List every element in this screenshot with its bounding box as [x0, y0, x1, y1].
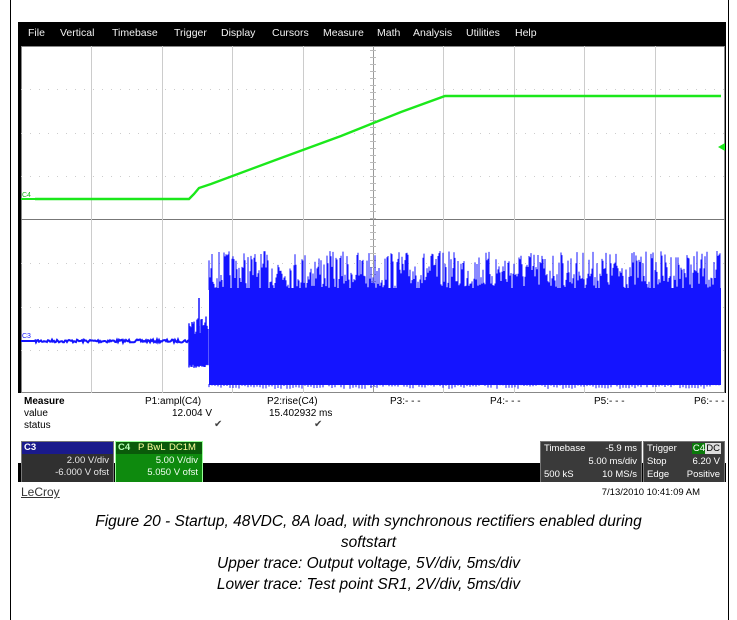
c3-box-label: C3	[24, 442, 37, 453]
menu-utilities[interactable]: Utilities	[466, 27, 500, 39]
timebase-rate: 10 MS/s	[602, 469, 637, 480]
menu-help[interactable]: Help	[515, 27, 537, 39]
timebase-samples: 500 kS	[544, 469, 574, 480]
menu-measure[interactable]: Measure	[323, 27, 364, 39]
menu-analysis[interactable]: Analysis	[413, 27, 453, 39]
c3-vdiv: 2.00 V/div	[66, 455, 109, 466]
p4-name[interactable]: P4:- - -	[490, 396, 521, 407]
p2-name[interactable]: P2:rise(C4)	[267, 396, 318, 407]
menu-bar: File Vertical Timebase Trigger Display C…	[18, 22, 726, 46]
lower-trace	[34, 251, 721, 389]
timebase-tdiv: 5.00 ms/div	[588, 456, 637, 467]
trigger-title: Trigger	[647, 443, 677, 454]
c4-offset: 5.050 V ofst	[147, 467, 198, 478]
p2-status-check-icon: ✔	[314, 419, 323, 430]
p3-name[interactable]: P3:- - -	[390, 396, 421, 407]
timebase-box[interactable]: Timebase -5.9 ms 5.00 ms/div 500 kS 10 M…	[540, 441, 642, 484]
timestamp: 7/13/2010 10:41:09 AM	[601, 487, 700, 498]
c3-offset: -6.000 V ofst	[55, 467, 109, 478]
menu-timebase[interactable]: Timebase	[112, 27, 158, 39]
menu-file[interactable]: File	[28, 27, 45, 39]
p5-name[interactable]: P5:- - -	[594, 396, 625, 407]
p1-value: 12.004 V	[172, 408, 213, 419]
trigger-type: Edge	[647, 469, 670, 480]
caption-line-1: Figure 20 - Startup, 48VDC, 8A load, wit…	[95, 513, 642, 530]
waveform-display[interactable]: C4 C3	[21, 46, 725, 393]
p6-name[interactable]: P6:- - -	[694, 396, 725, 407]
trigger-level: 6.20 V	[692, 456, 720, 467]
caption-line-4: Lower trace: Test point SR1, 2V/div, 5ms…	[216, 576, 521, 593]
status-strip: LeCroy 7/13/2010 10:41:09 AM	[18, 482, 726, 504]
caption-line-2: softstart	[340, 534, 397, 551]
c3-box-header	[22, 442, 113, 454]
c4-box-label: C4	[118, 442, 131, 453]
menu-math[interactable]: Math	[377, 27, 401, 39]
trigger-slope: Positive	[686, 469, 720, 480]
figure-frame	[10, 0, 729, 620]
trigger-level-marker[interactable]	[718, 143, 725, 151]
c4-box-header	[116, 442, 202, 454]
menu-vertical[interactable]: Vertical	[60, 27, 95, 39]
timebase-delay: -5.9 ms	[605, 443, 637, 454]
timebase-title: Timebase	[544, 443, 586, 454]
c4-tag-p: P	[138, 442, 145, 453]
waveform-canvas: C4 C3	[21, 46, 725, 393]
c3-marker-label: C3	[22, 333, 31, 340]
c4-tag-bwl: BwL	[147, 442, 166, 453]
oscilloscope-window: File Vertical Timebase Trigger Display C…	[18, 22, 726, 504]
upper-trace	[35, 94, 721, 201]
trigger-box[interactable]: Trigger C4 DC Stop 6.20 V Edge Positive	[643, 441, 725, 484]
c4-channel-box[interactable]: C4 P BwL DC1M 5.00 V/div 5.050 V ofst	[115, 441, 203, 484]
p2-value: 15.402932 ms	[269, 408, 333, 419]
measure-row-status: status	[24, 420, 51, 431]
trigger-source: C4	[691, 443, 706, 454]
trigger-mode: Stop	[647, 456, 667, 467]
c3-channel-box[interactable]: C3 2.00 V/div -6.000 V ofst	[21, 441, 114, 484]
graticule	[21, 46, 725, 393]
trigger-coupling: DC	[705, 443, 721, 454]
c4-tag-coupling: DC1M	[169, 442, 196, 453]
c4-waveform	[35, 94, 721, 201]
menu-display[interactable]: Display	[221, 27, 256, 39]
c4-marker-label: C4	[22, 192, 31, 199]
measure-row-value: value	[24, 408, 48, 419]
p1-name[interactable]: P1:ampl(C4)	[145, 396, 202, 407]
p1-status-check-icon: ✔	[214, 419, 223, 430]
c4-vdiv: 5.00 V/div	[155, 455, 198, 466]
channel-markers: C4 C3	[21, 143, 725, 342]
c3-switching-envelope	[209, 288, 721, 385]
menu-cursors[interactable]: Cursors	[272, 27, 309, 39]
menu-trigger[interactable]: Trigger	[174, 27, 207, 39]
lecroy-logo: LeCroy	[21, 485, 60, 499]
measure-header: Measure	[24, 396, 65, 407]
c3-baseline-segment	[34, 336, 190, 346]
caption-line-3: Upper trace: Output voltage, 5V/div, 5ms…	[217, 555, 520, 572]
